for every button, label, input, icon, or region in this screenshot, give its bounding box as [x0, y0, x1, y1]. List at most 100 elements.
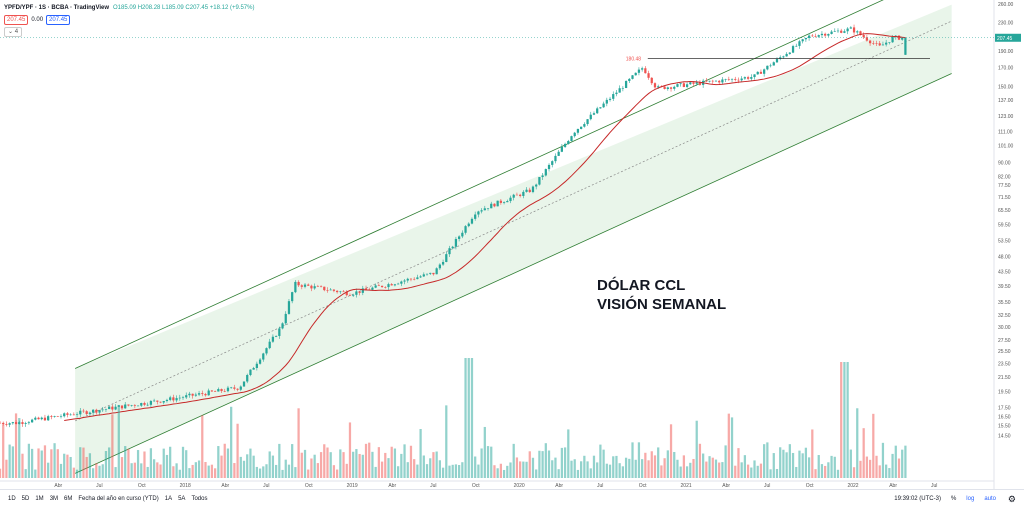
volume-bar-109 — [348, 422, 352, 478]
percent-scale-toggle[interactable]: % — [950, 496, 957, 502]
volume-bar-201 — [644, 452, 647, 478]
x-tick-label-3: 2018 — [180, 483, 191, 489]
timeframe-7[interactable]: 5A — [178, 496, 186, 502]
candle-body-256 — [820, 33, 824, 36]
volume-bar-29 — [91, 468, 95, 478]
volume-bar-57 — [181, 446, 185, 478]
timeframe-0[interactable]: 1D — [8, 496, 16, 502]
volume-bar-25 — [79, 447, 82, 478]
volume-bar-235 — [753, 460, 756, 478]
volume-bar-154 — [493, 465, 496, 478]
candle-body-191 — [612, 94, 615, 99]
last-price-badge — [995, 33, 1021, 42]
y-tick-label-10: 90.00 — [998, 161, 1011, 167]
volume-bar-160 — [512, 443, 515, 478]
candle-body-12 — [37, 417, 40, 420]
volume-bar-159 — [509, 462, 512, 478]
y-tick-label-22: 30.00 — [998, 325, 1011, 331]
candle-body-218 — [698, 82, 702, 85]
candle-body-2 — [5, 423, 8, 425]
volume-bar-88 — [281, 469, 284, 478]
volume-bar-48 — [152, 459, 156, 478]
candle-body-149 — [477, 211, 480, 215]
x-tick-label-14: Oct — [639, 483, 647, 489]
candle-body-193 — [618, 88, 621, 93]
timeframe-4[interactable]: 6M — [64, 496, 73, 502]
volume-bar-128 — [409, 445, 413, 478]
candle-body-194 — [621, 87, 624, 89]
x-tick-label-8: Abr — [388, 483, 396, 489]
candle-body-96 — [307, 284, 310, 286]
candle-body-74 — [236, 388, 239, 390]
volume-bar-231 — [740, 462, 743, 478]
volume-bar-111 — [355, 449, 358, 478]
volume-bar-27 — [85, 456, 88, 478]
candle-body-106 — [339, 291, 342, 293]
volume-bar-157 — [502, 469, 506, 478]
volume-bar-43 — [136, 450, 140, 478]
candle-body-11 — [34, 417, 37, 420]
volume-bar-268 — [859, 460, 862, 478]
candle-body-50 — [159, 401, 162, 403]
volume-bar-202 — [647, 460, 650, 478]
timeframe-2[interactable]: 1M — [35, 496, 44, 502]
candle-body-45 — [143, 402, 146, 405]
price-chart[interactable]: 260.00230.00210.00190.00170.00150.00137.… — [0, 0, 1024, 489]
chevron-down-icon: ⌄ — [8, 29, 15, 35]
log-scale-toggle[interactable]: log — [966, 496, 975, 502]
timeframe-6[interactable]: 1A — [164, 496, 173, 502]
candle-body-102 — [326, 290, 329, 291]
timeframe-3[interactable]: 3M — [49, 496, 59, 502]
volume-bar-266 — [852, 467, 856, 478]
candle-body-272 — [872, 43, 875, 44]
candle-body-143 — [458, 236, 461, 239]
candle-body-129 — [413, 278, 416, 280]
candle-body-118 — [377, 285, 380, 287]
candle-body-32 — [101, 409, 104, 411]
timeframe-1[interactable]: 5D — [21, 496, 30, 502]
volume-bar-38 — [120, 457, 124, 478]
volume-bar-7 — [21, 453, 24, 478]
volume-bar-210 — [673, 451, 676, 478]
volume-bar-265 — [849, 449, 852, 478]
candle-body-19 — [59, 416, 63, 417]
candle-body-220 — [705, 80, 708, 82]
symbol-label[interactable]: YPFD/YPF · 1S · BCBA · TradingView — [4, 5, 110, 11]
volume-bar-262 — [840, 362, 843, 478]
chart-annotation[interactable]: DÓLAR CCL VISIÓN SEMANAL — [597, 276, 726, 314]
volume-bar-30 — [95, 463, 98, 478]
timeframe-8[interactable]: Todos — [191, 496, 208, 502]
indicator-values: 207.45 0.00 207.45 — [4, 15, 71, 25]
volume-bar-17 — [53, 443, 56, 478]
candle-body-14 — [43, 417, 47, 421]
legend-collapse-button[interactable]: ⌄ 4 — [4, 27, 23, 37]
volume-bar-20 — [63, 453, 66, 478]
volume-bar-218 — [698, 443, 702, 478]
volume-bar-91 — [291, 444, 294, 478]
volume-bar-37 — [117, 404, 120, 478]
candle-body-7 — [21, 422, 24, 424]
candle-body-235 — [753, 74, 756, 78]
candle-body-26 — [82, 410, 85, 412]
volume-bar-72 — [230, 406, 233, 478]
volume-bar-103 — [329, 452, 332, 478]
auto-scale-toggle[interactable]: auto — [984, 496, 996, 502]
candle-body-48 — [152, 400, 156, 402]
volume-bar-64 — [204, 462, 207, 478]
volume-bar-65 — [207, 465, 210, 478]
candle-body-188 — [602, 103, 605, 108]
candle-body-33 — [104, 409, 108, 410]
volume-bar-12 — [37, 448, 40, 478]
volume-bar-116 — [371, 451, 374, 478]
candle-body-282 — [904, 37, 907, 55]
gear-icon[interactable]: ⚙ — [1007, 493, 1016, 504]
volume-bar-258 — [827, 462, 830, 478]
timeframe-5[interactable]: Fecha del año en curso (YTD) — [78, 496, 159, 502]
x-tick-label-20: Abr — [889, 483, 897, 489]
volume-bar-5 — [14, 413, 18, 478]
candle-body-175 — [560, 146, 563, 152]
candle-body-127 — [406, 278, 409, 281]
volume-bar-135 — [432, 452, 435, 478]
y-tick-label-14: 65.50 — [998, 208, 1011, 214]
candle-body-185 — [592, 113, 596, 115]
